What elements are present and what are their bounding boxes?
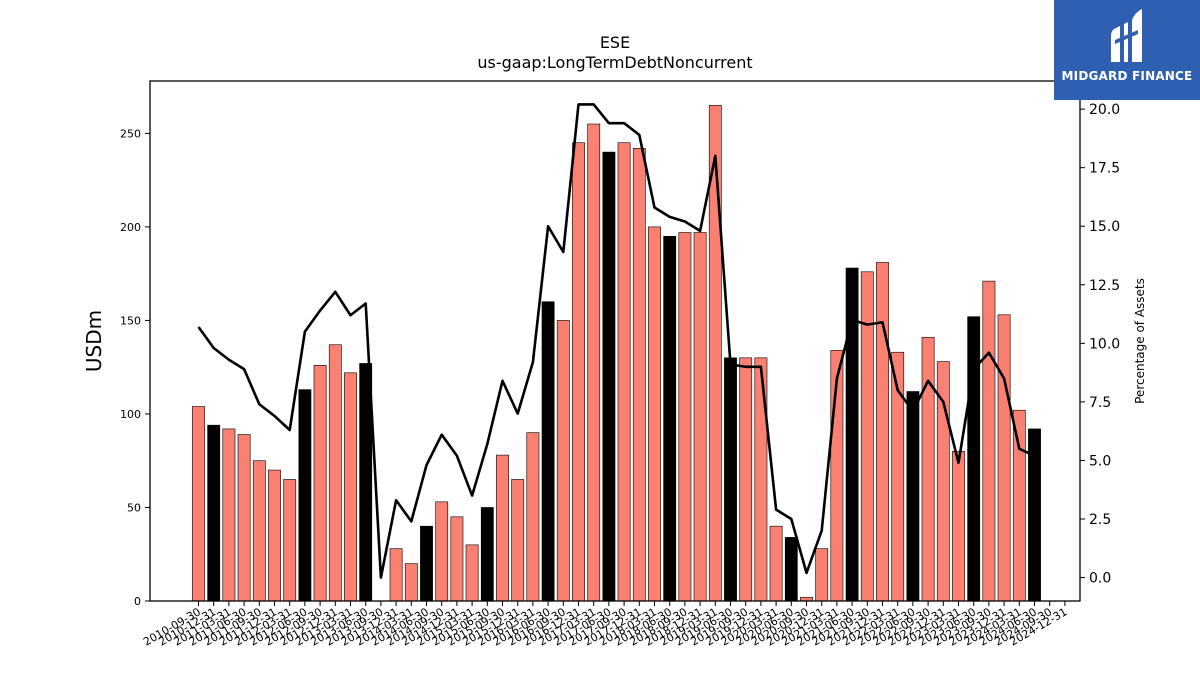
y2-tick-label-2.5: 2.5 xyxy=(1089,512,1111,528)
bar-2010-12-31 xyxy=(207,424,221,602)
bar-2021-09-30 xyxy=(860,271,874,602)
brand-logo: MIDGARD FINANCE xyxy=(1054,0,1200,100)
bar-2017-09-30 xyxy=(617,142,631,602)
y2-tick-label-5.0: 5.0 xyxy=(1089,453,1111,469)
bar-2015-03-31 xyxy=(465,544,479,602)
bar-2014-06-30 xyxy=(420,525,433,602)
bar-2022-09-30 xyxy=(921,336,935,602)
bar-2020-06-30 xyxy=(784,537,798,602)
bar-2011-03-31 xyxy=(222,428,236,602)
y-tick-label-0: 0 xyxy=(134,595,141,608)
y2-tick-label-20.0: 20.0 xyxy=(1089,102,1120,118)
y-tick-label-150: 150 xyxy=(120,314,141,327)
bar-2018-12-31 xyxy=(693,232,707,602)
y2-tick-label-0.0: 0.0 xyxy=(1089,571,1111,587)
bar-2017-06-30 xyxy=(602,151,616,602)
y-tick-label-200: 200 xyxy=(120,221,141,234)
bar-series xyxy=(192,105,1041,602)
y-tick-label-100: 100 xyxy=(120,408,141,421)
bar-2014-03-31 xyxy=(404,563,418,602)
plot-frame xyxy=(149,80,1081,602)
axes: 0 50 100 150 200 250 0.0 2.5 5.0 7.5 10.0 12.5 15.0 1… xyxy=(120,80,1120,649)
bar-2016-03-31 xyxy=(526,432,540,602)
bar-2011-12-31 xyxy=(268,469,281,602)
percentage-line-series xyxy=(197,103,1036,579)
bar-2024-03-31 xyxy=(1012,409,1026,602)
y2-tick-label-10.0: 10.0 xyxy=(1089,336,1120,352)
bar-2017-12-31 xyxy=(632,148,646,602)
y2-axis-label: Percentage of Assets xyxy=(1133,278,1147,404)
bar-2016-12-31 xyxy=(572,142,585,602)
chart-subtitle: us-gaap:LongTermDebtNoncurrent xyxy=(477,53,752,72)
y2-tick-label-12.5: 12.5 xyxy=(1089,278,1120,294)
bar-2022-06-30 xyxy=(906,391,920,602)
bar-2016-09-30 xyxy=(556,320,570,602)
bar-2020-03-31 xyxy=(769,525,783,602)
bar-2014-12-31 xyxy=(450,516,464,602)
bar-2012-03-31 xyxy=(283,479,297,602)
bar-2020-12-31 xyxy=(815,548,829,602)
chart-title: ESE xyxy=(600,33,630,52)
bar-2013-03-31 xyxy=(344,372,357,602)
bar-2013-12-31 xyxy=(389,548,403,602)
y-tick-label-250: 250 xyxy=(120,127,141,140)
percentage-line xyxy=(197,103,1036,579)
bar-2018-09-30 xyxy=(678,232,692,602)
brand-name: MIDGARD FINANCE xyxy=(1061,69,1193,83)
bar-2012-12-31 xyxy=(328,344,342,602)
y2-tick-label-7.5: 7.5 xyxy=(1089,395,1111,411)
bar-2019-09-30 xyxy=(739,357,753,602)
bar-2015-09-30 xyxy=(496,454,509,602)
bar-2023-03-31 xyxy=(952,451,965,602)
y-tick-label-50: 50 xyxy=(127,501,141,514)
bar-2023-06-30 xyxy=(967,316,981,602)
y2-tick-label-17.5: 17.5 xyxy=(1089,161,1120,177)
bar-2019-12-31 xyxy=(754,357,768,602)
bar-2016-06-30 xyxy=(541,301,555,602)
bar-2010-09-30 xyxy=(192,406,205,602)
brand-mark-icon xyxy=(1111,9,1142,62)
bar-2015-06-30 xyxy=(480,507,494,602)
bar-2011-06-30 xyxy=(237,434,251,602)
bar-2011-09-30 xyxy=(252,460,266,602)
bar-2021-12-31 xyxy=(876,262,889,602)
y-axis-label: USDm xyxy=(82,310,106,372)
bar-2019-06-30 xyxy=(724,357,737,602)
bar-2023-09-30 xyxy=(982,280,996,602)
bar-2018-03-31 xyxy=(648,226,661,602)
bar-2017-03-31 xyxy=(587,123,601,602)
bar-2021-06-30 xyxy=(845,267,859,602)
bar-2018-06-30 xyxy=(663,235,677,602)
bar-2014-09-30 xyxy=(435,501,449,602)
bar-2012-09-30 xyxy=(313,365,327,602)
bar-2012-06-30 xyxy=(298,389,312,602)
y2-tick-label-15.0: 15.0 xyxy=(1089,219,1120,235)
bar-2023-12-31 xyxy=(997,314,1011,602)
bar-2015-12-31 xyxy=(511,479,525,602)
